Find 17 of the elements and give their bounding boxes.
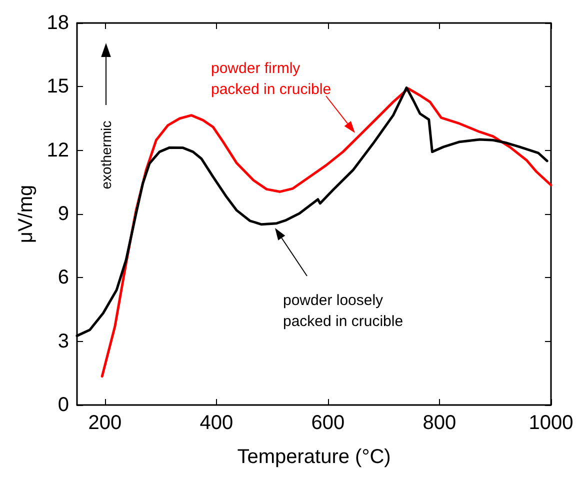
y-tick-label: 18 [46,12,69,34]
x-tick-label: 800 [422,412,456,434]
x-tick-label: 200 [88,412,122,434]
y-axis-title: μV/mg [14,184,37,244]
x-tick-label: 400 [200,412,234,434]
annotation: powder loosely packed in crucible [283,292,404,330]
x-tick-label: 600 [311,412,345,434]
y-tick-label: 6 [58,266,69,289]
annotation: powder firmly packed in crucible [211,60,332,98]
annotation: exothermic [98,120,114,190]
x-axis-title: Temperature (°C) [237,446,391,468]
x-tick-label: 1000 [528,412,574,434]
y-tick-label: 12 [46,139,69,162]
y-tick-label: 15 [46,76,69,98]
y-tick-label: 0 [58,394,69,416]
y-tick-label: 9 [58,203,69,225]
y-tick-label: 3 [58,330,69,352]
